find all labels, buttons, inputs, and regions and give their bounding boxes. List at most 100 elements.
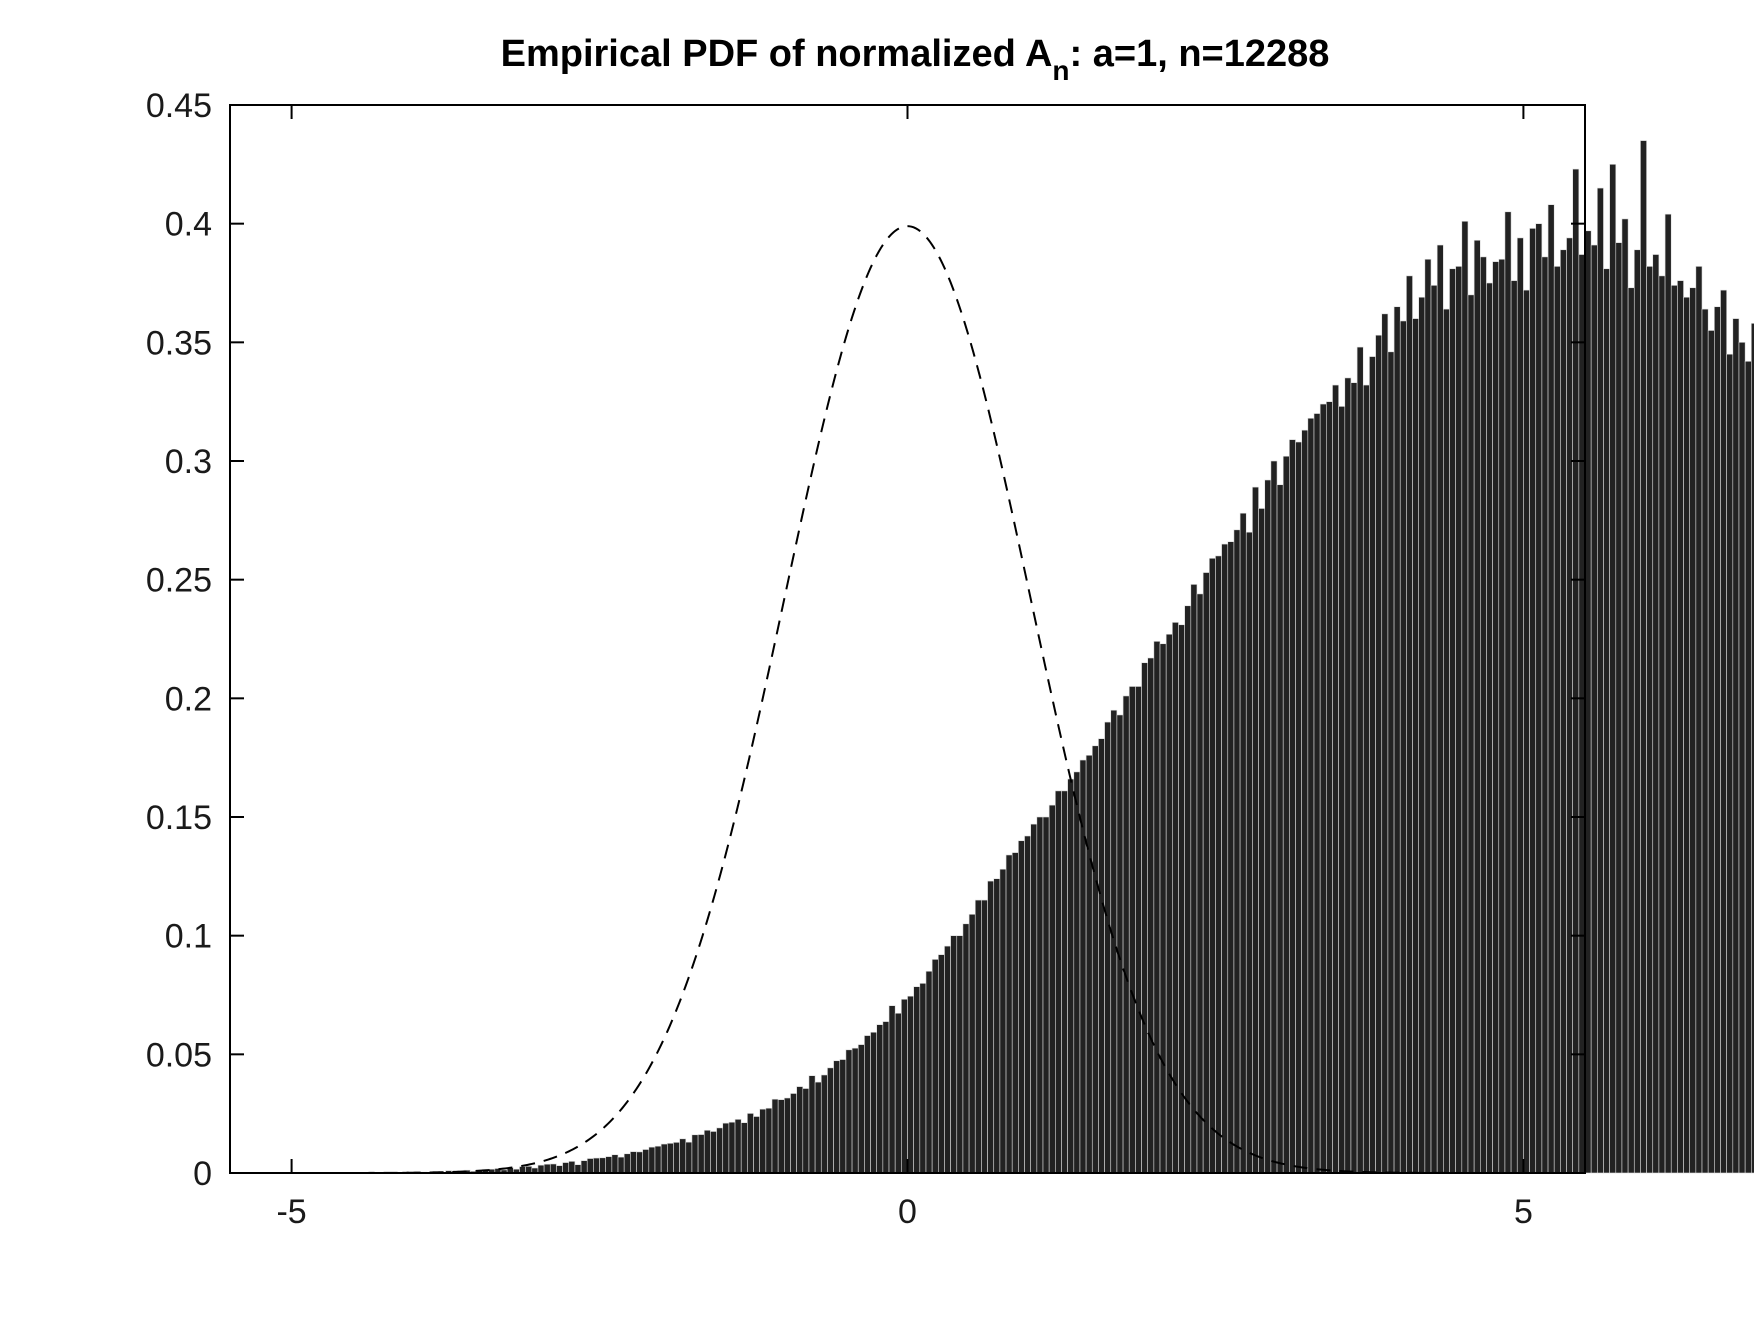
histogram-bar [925, 970, 933, 1174]
histogram-bar [1744, 361, 1752, 1174]
histogram-bar [790, 1093, 797, 1174]
y-tick-label: 0.4 [165, 206, 212, 244]
histogram-bar [1135, 686, 1142, 1174]
histogram-bar [1332, 384, 1339, 1174]
histogram-bar [1067, 778, 1075, 1174]
histogram-bar [1104, 721, 1112, 1174]
histogram-bar [1418, 296, 1426, 1174]
histogram-bar [1399, 320, 1407, 1174]
histogram-bar [839, 1059, 847, 1174]
histogram-bar [1085, 754, 1093, 1174]
histogram-bar [642, 1149, 650, 1174]
histogram-bar [968, 914, 976, 1174]
histogram-bar [1159, 643, 1167, 1174]
histogram-bar [556, 1165, 563, 1174]
y-tick-label: 0.1 [165, 918, 212, 956]
histogram-bar [1073, 771, 1081, 1174]
histogram-bar [974, 899, 982, 1174]
histogram-bar [1486, 282, 1493, 1174]
histogram-bar [1307, 417, 1315, 1174]
y-axis-tick-labels: 0 0.05 0.1 0.15 0.2 0.25 0.3 0.35 0.4 0.45 [146, 87, 212, 1193]
histogram-bar [1172, 622, 1179, 1174]
histogram-bar [1510, 280, 1518, 1174]
histogram-bar [1455, 266, 1463, 1174]
histogram-bar [599, 1157, 607, 1174]
histogram-bar [931, 959, 939, 1174]
histogram-bar [777, 1099, 785, 1174]
histogram-bar [666, 1143, 674, 1174]
histogram-bar [845, 1049, 853, 1174]
histogram-bar [1566, 237, 1573, 1174]
histogram-bar [1412, 318, 1420, 1174]
histogram-bar [1627, 287, 1635, 1174]
y-tick-label: 0 [193, 1155, 212, 1193]
x-axis-tick-labels: -5 0 5 [276, 1193, 1532, 1231]
histogram-bar [673, 1142, 680, 1174]
histogram-bar [1245, 531, 1253, 1174]
histogram-bar [605, 1156, 613, 1174]
histogram-bar [1147, 657, 1155, 1174]
histogram-bar [1664, 213, 1672, 1174]
histogram-bar [1215, 555, 1222, 1174]
histogram-bar [1227, 541, 1235, 1174]
histogram-bar [814, 1081, 822, 1174]
histogram-bar [1529, 228, 1537, 1174]
histogram-bar [1677, 280, 1684, 1174]
histogram-bar [1048, 804, 1056, 1174]
histogram-bar [1732, 318, 1740, 1174]
histogram-bar [580, 1160, 588, 1174]
histogram-bar [1430, 285, 1438, 1174]
histogram-bar [1375, 334, 1383, 1174]
histogram-bar [1553, 266, 1561, 1174]
histogram-bar [981, 899, 988, 1174]
histogram-bar [1597, 187, 1604, 1174]
x-tick-label: -5 [276, 1193, 306, 1231]
x-tick-label: 0 [898, 1193, 917, 1231]
histogram-bar [1720, 289, 1727, 1174]
histogram-bar [1122, 695, 1130, 1174]
histogram-bar [648, 1146, 656, 1174]
histogram-bar [1233, 529, 1241, 1174]
histogram-bar [827, 1067, 834, 1174]
histogram-bar [1633, 249, 1641, 1174]
histogram-bar [636, 1151, 643, 1174]
histogram-bar [1319, 403, 1327, 1174]
histogram-bar [549, 1163, 557, 1174]
histogram-bar [1270, 460, 1278, 1174]
histogram-bar [1295, 441, 1302, 1174]
histogram-bar [1381, 313, 1389, 1174]
histogram-bar [1350, 382, 1358, 1174]
histogram-bar [710, 1131, 717, 1174]
histogram-bar [1683, 296, 1691, 1174]
histogram-bar [679, 1138, 687, 1174]
histogram-bar [1504, 211, 1512, 1174]
histogram-bar [1621, 218, 1629, 1174]
histogram-bar [716, 1127, 724, 1174]
histogram-bar [937, 954, 945, 1174]
histogram-bar [1356, 346, 1364, 1174]
histogram-bar [734, 1119, 742, 1174]
histogram-bar [820, 1074, 828, 1174]
histogram-bar [1701, 308, 1709, 1174]
histogram-bar [857, 1044, 865, 1174]
histogram-bar [691, 1134, 699, 1174]
histogram-bar [1141, 662, 1149, 1174]
histogram-bar [1153, 641, 1161, 1174]
histogram-bar [1393, 306, 1401, 1174]
histogram-bar [740, 1122, 748, 1174]
histogram-bar [1264, 479, 1272, 1174]
histogram-bar [1202, 572, 1210, 1174]
histogram-bar [1738, 342, 1746, 1174]
histogram-bar [1516, 237, 1524, 1174]
chart-title: Empirical PDF of normalized An: a=1, n=1… [501, 33, 1330, 86]
histogram-bar [913, 986, 921, 1174]
histogram-bar [1615, 242, 1623, 1174]
histogram-bar [1098, 738, 1105, 1174]
histogram-bar [1652, 254, 1660, 1174]
histogram-bar [722, 1122, 730, 1174]
histogram-bar [1128, 686, 1136, 1174]
histogram-bar [1461, 220, 1469, 1174]
histogram-bar [1473, 239, 1481, 1174]
histogram-bar [1406, 275, 1413, 1174]
